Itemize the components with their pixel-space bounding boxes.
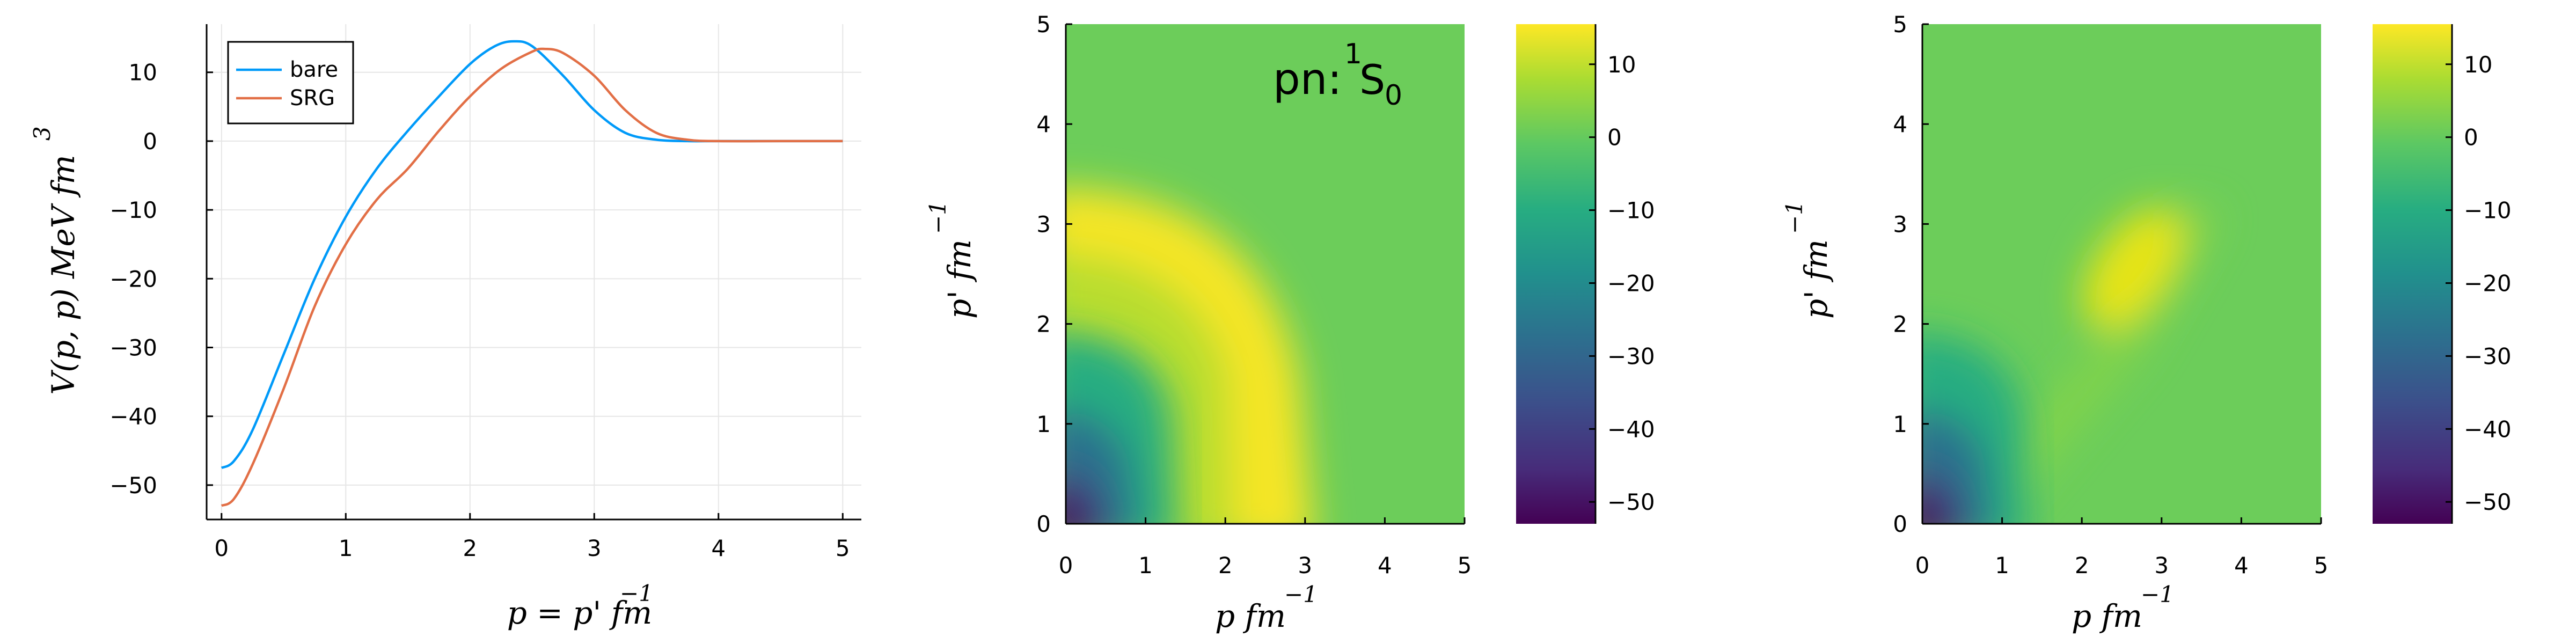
- heatmap-x-tick-label: 4: [2234, 552, 2249, 579]
- series-line-srg: [221, 47, 843, 507]
- annotation-prefix: pn:: [1273, 54, 1342, 104]
- y-tick-label: −20: [109, 266, 157, 292]
- colorbar-1-gradient: [1516, 24, 1596, 524]
- heatmap-x-tick-label: 1: [1138, 552, 1153, 579]
- line-x-axis-label: p = p' fm −1: [507, 580, 653, 631]
- heatmap-2-y-axis-label-text: p' fm: [1798, 239, 1834, 319]
- colorbar-2-ticks: −50 −40 −30 −20 −10 0 10: [2446, 24, 2512, 524]
- heatmap-y-tick-label: 4: [1036, 111, 1051, 137]
- annotation-subscript: 0: [1385, 79, 1402, 112]
- colorbar-2: −50 −40 −30 −20 −10 0 10: [2373, 24, 2512, 524]
- heatmap-1-y-axis-label-text: p' fm: [941, 239, 978, 319]
- heatmap-1-x-axis-label-text: p fm: [1215, 598, 1286, 634]
- heatmap-2-x-axis-label: p fm −1: [2072, 581, 2174, 634]
- heatmap-x-tick-label: 2: [2075, 552, 2089, 579]
- colorbar-tick-label: 10: [2464, 52, 2492, 78]
- heatmap-x-tick-label: 0: [1059, 552, 1073, 579]
- line-y-axis-label-exponent: 3: [29, 126, 55, 141]
- heatmap-2-peak: [2082, 207, 2184, 330]
- y-tick-label: −30: [109, 335, 157, 361]
- heatmap-1-field: [1066, 24, 1465, 524]
- colorbar-tick-label: −30: [1607, 343, 1655, 369]
- x-tick-label: 1: [339, 535, 353, 561]
- colorbar-tick-label: −10: [2464, 197, 2512, 224]
- heatmap-x-tick-label: 4: [1378, 552, 1392, 579]
- x-tick-label: 3: [587, 535, 602, 561]
- heatmap-x-tick-label: 3: [2154, 552, 2169, 579]
- heatmap-y-tick-label: 3: [1036, 211, 1051, 237]
- colorbar-tick-label: −50: [1607, 489, 1655, 515]
- line-x-axis-label-text: p = p' fm: [507, 595, 653, 631]
- heatmap-y-tick-label: 1: [1036, 411, 1051, 437]
- x-tick-label: 2: [463, 535, 477, 561]
- colorbar-tick-label: 0: [2464, 125, 2478, 151]
- colorbar-tick-label: −40: [2464, 416, 2512, 442]
- y-tick-label: −10: [109, 197, 157, 223]
- line-y-axis-label-text: V(p, p) MeV fm: [45, 155, 82, 394]
- colorbar-tick-label: −10: [1607, 197, 1655, 224]
- heatmap-x-tick-label: 0: [1915, 552, 1930, 579]
- colorbar-tick-label: −40: [1607, 416, 1655, 442]
- heatmap-2-field: [1922, 24, 2321, 524]
- heatmap-1-x-axis-label-exponent: −1: [1284, 581, 1318, 608]
- heatmap-2-y-axis-label-exponent: −1: [1781, 201, 1807, 234]
- legend-label-bare: bare: [290, 57, 338, 82]
- x-tick-label: 5: [836, 535, 850, 561]
- heatmap-y-tick-label: 3: [1893, 211, 1907, 237]
- colorbar-tick-label: 10: [1607, 52, 1636, 78]
- colorbar-1-ticks: −50 −40 −30 −20 −10 0 10: [1589, 24, 1655, 524]
- legend-box: [227, 41, 354, 125]
- heatmap-x-tick-label: 2: [1218, 552, 1233, 579]
- x-tick-label: 4: [711, 535, 726, 561]
- heatmap-1-y-axis-label-exponent: −1: [925, 201, 951, 234]
- heatmap-y-tick-label: 5: [1893, 11, 1907, 38]
- heatmap-x-tick-label: 1: [1995, 552, 2009, 579]
- y-tick-label: 0: [143, 128, 157, 155]
- heatmap-y-tick-label: 5: [1036, 11, 1051, 38]
- heatmap-y-tick-label: 1: [1893, 411, 1907, 437]
- annotation-symbol: S: [1359, 56, 1385, 104]
- heatmap-1-x-axis-label: p fm −1: [1215, 581, 1318, 634]
- colorbar-tick-label: −20: [2464, 270, 2512, 296]
- heatmap-2-y-axis-label: p' fm −1: [1781, 201, 1834, 319]
- colorbar-tick-label: −30: [2464, 343, 2512, 369]
- colorbar-tick-label: 0: [1607, 125, 1622, 151]
- x-tick-label: 0: [214, 535, 229, 561]
- series-line-bare: [221, 40, 843, 469]
- heatmap-2-axes: 0 1 2 3 4 5 0 1 2 3 4 5: [1893, 11, 2328, 579]
- heatmap-1-y-axis-label: p' fm −1: [925, 201, 978, 319]
- line-chart-grid: [207, 24, 861, 519]
- heatmap-y-tick-label: 0: [1036, 511, 1051, 537]
- legend: bare SRG: [227, 41, 354, 125]
- line-x-axis-label-exponent: −1: [620, 580, 653, 606]
- colorbar-2-gradient: [2373, 24, 2452, 524]
- colorbar-tick-label: −20: [1607, 270, 1655, 296]
- heatmap-x-tick-label: 5: [1458, 552, 1472, 579]
- annotation-superscript: 1: [1344, 38, 1362, 70]
- heatmap-y-tick-label: 2: [1893, 311, 1907, 338]
- y-tick-label: 10: [129, 60, 157, 86]
- line-chart-axes: 0 1 2 3 4 5 −50 −40 −30 −20 −10 0 10: [109, 24, 861, 561]
- heatmap-y-tick-label: 2: [1036, 311, 1051, 338]
- line-chart-series: [221, 40, 843, 507]
- legend-label-srg: SRG: [290, 86, 335, 111]
- line-y-axis-label: V(p, p) MeV fm 3: [29, 126, 82, 394]
- heatmap-2-x-axis-label-text: p fm: [2072, 598, 2142, 634]
- line-chart-panel: 0 1 2 3 4 5 −50 −40 −30 −20 −10 0 10 bare SRG p = p'…: [29, 24, 861, 631]
- colorbar-1: −50 −40 −30 −20 −10 0 10: [1516, 24, 1655, 524]
- heatmap-y-tick-label: 0: [1893, 511, 1907, 537]
- colorbar-tick-label: −50: [2464, 489, 2512, 515]
- heatmap-1-annotation: pn: 1 S 0: [1273, 38, 1402, 112]
- y-tick-label: −50: [109, 472, 157, 499]
- heatmap-x-tick-label: 5: [2314, 552, 2329, 579]
- y-tick-label: −40: [109, 404, 157, 430]
- heatmap-2-x-axis-label-exponent: −1: [2141, 581, 2174, 608]
- heatmap-y-tick-label: 4: [1893, 111, 1907, 137]
- heatmap-x-tick-label: 3: [1298, 552, 1312, 579]
